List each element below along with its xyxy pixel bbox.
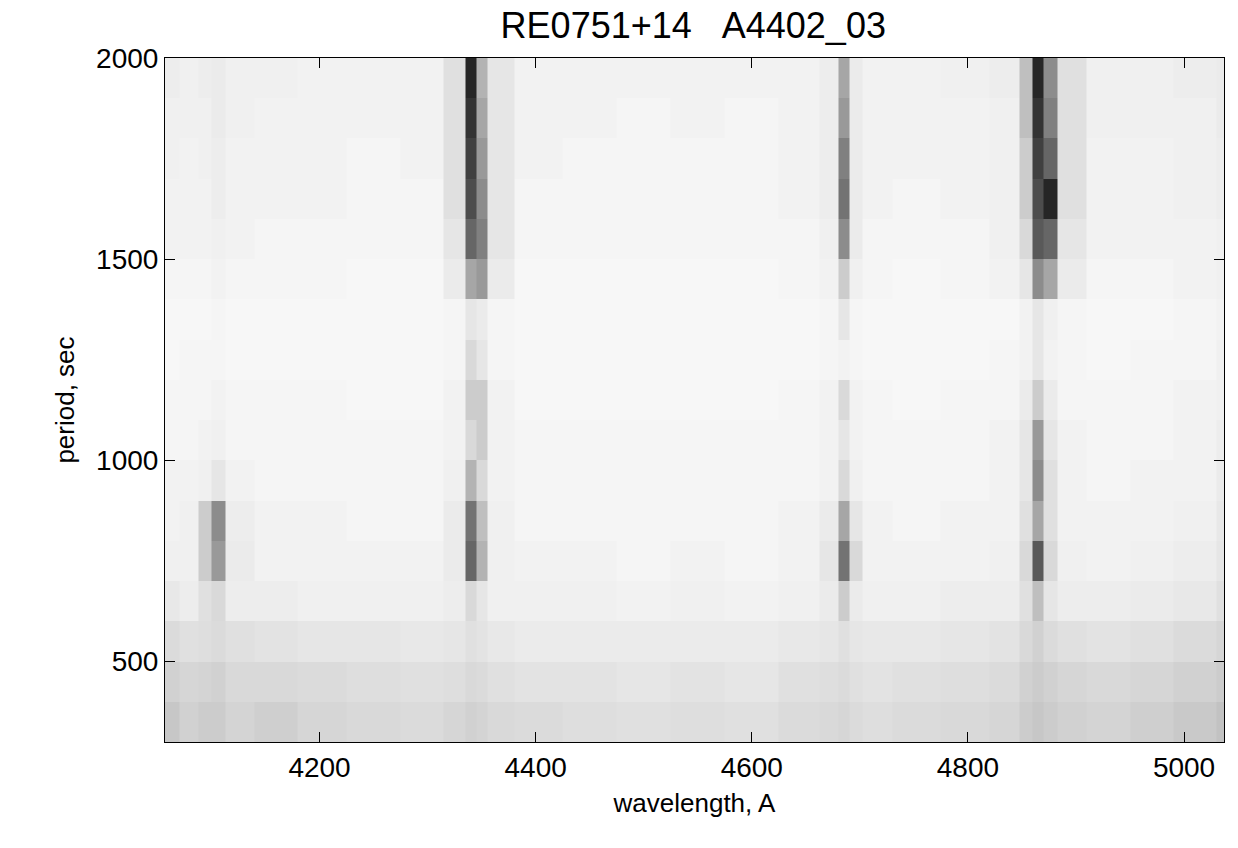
- svg-text:500: 500: [112, 646, 159, 677]
- svg-text:2000: 2000: [96, 43, 158, 74]
- svg-text:4600: 4600: [721, 752, 783, 783]
- svg-text:1500: 1500: [96, 244, 158, 275]
- svg-text:4200: 4200: [288, 752, 350, 783]
- svg-text:4400: 4400: [505, 752, 567, 783]
- svg-text:wavelength, A: wavelength, A: [613, 788, 777, 818]
- svg-text:period, sec: period, sec: [50, 336, 80, 463]
- svg-text:RE0751+14 A4402_03: RE0751+14 A4402_03: [501, 5, 886, 46]
- svg-text:1000: 1000: [96, 445, 158, 476]
- svg-text:4800: 4800: [937, 752, 999, 783]
- svg-text:5000: 5000: [1153, 752, 1215, 783]
